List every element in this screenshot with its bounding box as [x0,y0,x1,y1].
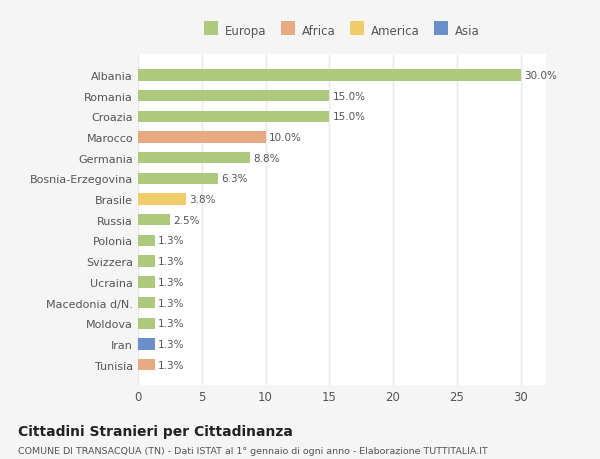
Text: 1.3%: 1.3% [158,257,184,267]
Bar [138,215,170,226]
Bar [138,194,187,205]
Text: 1.3%: 1.3% [158,277,184,287]
Legend: Europa, Africa, America, Asia: Europa, Africa, America, Asia [200,21,484,41]
Text: 1.3%: 1.3% [158,319,184,329]
Text: 8.8%: 8.8% [253,153,280,163]
Text: 2.5%: 2.5% [173,215,200,225]
Bar [138,91,329,102]
Text: Cittadini Stranieri per Cittadinanza: Cittadini Stranieri per Cittadinanza [18,425,293,438]
Bar [138,70,521,81]
Text: 3.8%: 3.8% [190,195,216,205]
Text: 1.3%: 1.3% [158,298,184,308]
Text: 6.3%: 6.3% [221,174,248,184]
Text: 10.0%: 10.0% [269,133,302,143]
Bar [138,297,155,308]
Text: 30.0%: 30.0% [524,71,557,81]
Bar [138,153,250,164]
Bar [138,318,155,329]
Bar [138,339,155,350]
Bar [138,174,218,185]
Bar [138,277,155,288]
Bar [138,235,155,246]
Bar [138,256,155,267]
Text: 1.3%: 1.3% [158,339,184,349]
Bar [138,112,329,123]
Text: 1.3%: 1.3% [158,360,184,370]
Text: 15.0%: 15.0% [332,91,365,101]
Bar [138,132,265,143]
Text: 1.3%: 1.3% [158,236,184,246]
Text: 15.0%: 15.0% [332,112,365,122]
Text: COMUNE DI TRANSACQUA (TN) - Dati ISTAT al 1° gennaio di ogni anno - Elaborazione: COMUNE DI TRANSACQUA (TN) - Dati ISTAT a… [18,446,488,455]
Bar [138,359,155,370]
